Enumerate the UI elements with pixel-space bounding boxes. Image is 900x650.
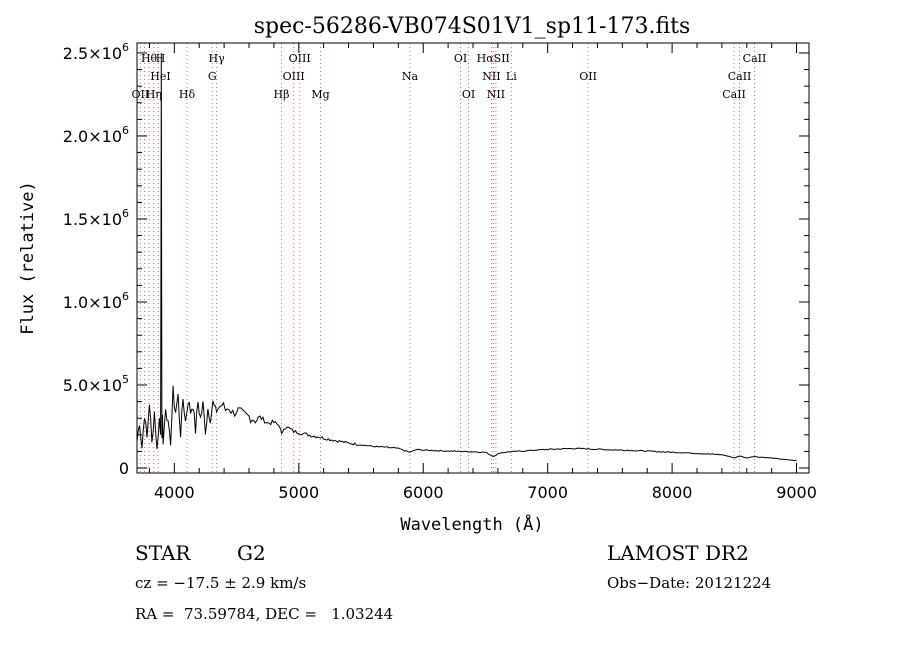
y-tick-label: 2.0×106 bbox=[63, 124, 129, 146]
line-label: OIII bbox=[283, 70, 305, 83]
x-axis: 4000 5000 6000 7000 8000 9000 bbox=[148, 43, 817, 502]
line-label: HeI bbox=[150, 70, 170, 83]
line-label: HαSII bbox=[477, 52, 510, 65]
x-tick-label: 6000 bbox=[403, 483, 444, 502]
line-label: Mg bbox=[311, 88, 329, 101]
x-tick-label: 8000 bbox=[652, 483, 693, 502]
y-tick-label: 0 bbox=[119, 459, 129, 478]
line-label: Hη bbox=[146, 88, 162, 101]
emission-line-markers bbox=[139, 43, 755, 473]
y-tick-label: 1.0×106 bbox=[63, 290, 129, 312]
y-axis: 0 5.0×105 1.0×106 1.5×106 2.0×106 2.5×106 bbox=[63, 41, 809, 478]
line-label: Hγ bbox=[209, 52, 226, 65]
line-label: G bbox=[208, 70, 217, 83]
line-label: CaII bbox=[743, 52, 767, 65]
spectrum-line bbox=[136, 52, 797, 462]
object-subclass: G2 bbox=[237, 541, 266, 565]
y-axis-label: Flux (relative) bbox=[18, 181, 38, 335]
y-tick-label: 2.5×106 bbox=[63, 41, 129, 63]
observation-date: Obs−Date: 20121224 bbox=[607, 574, 772, 592]
line-label: Hθ bbox=[141, 52, 158, 65]
line-label: Hδ bbox=[179, 88, 196, 101]
x-axis-label: Wavelength (Å) bbox=[400, 513, 543, 535]
line-label: OIII bbox=[289, 52, 311, 65]
line-label: Na bbox=[402, 70, 419, 83]
line-label: CaII bbox=[728, 70, 752, 83]
y-tick-label: 5.0×105 bbox=[63, 373, 129, 395]
chart-title: spec-56286-VB074S01V1_sp11-173.fits bbox=[254, 14, 691, 39]
line-label: H bbox=[156, 52, 166, 65]
survey-name: LAMOST DR2 bbox=[607, 541, 749, 565]
coordinates: RA = 73.59784, DEC = 1.03244 bbox=[135, 605, 394, 623]
line-label: OII bbox=[132, 88, 150, 101]
line-label: OI bbox=[454, 52, 467, 65]
y-tick-label: 1.5×106 bbox=[63, 207, 129, 229]
x-tick-label: 9000 bbox=[776, 483, 817, 502]
x-tick-label: 4000 bbox=[154, 483, 195, 502]
line-label: CaII bbox=[722, 88, 746, 101]
object-class: STAR bbox=[135, 541, 191, 565]
line-label: OII bbox=[579, 70, 597, 83]
line-label: Hβ bbox=[274, 88, 290, 101]
x-tick-label: 5000 bbox=[278, 483, 319, 502]
line-label: NII bbox=[482, 70, 500, 83]
x-tick-label: 7000 bbox=[527, 483, 568, 502]
line-label: Li bbox=[506, 70, 517, 83]
line-label: OI bbox=[462, 88, 475, 101]
line-label: NII bbox=[487, 88, 505, 101]
redshift-velocity: cz = −17.5 ± 2.9 km/s bbox=[135, 574, 307, 592]
